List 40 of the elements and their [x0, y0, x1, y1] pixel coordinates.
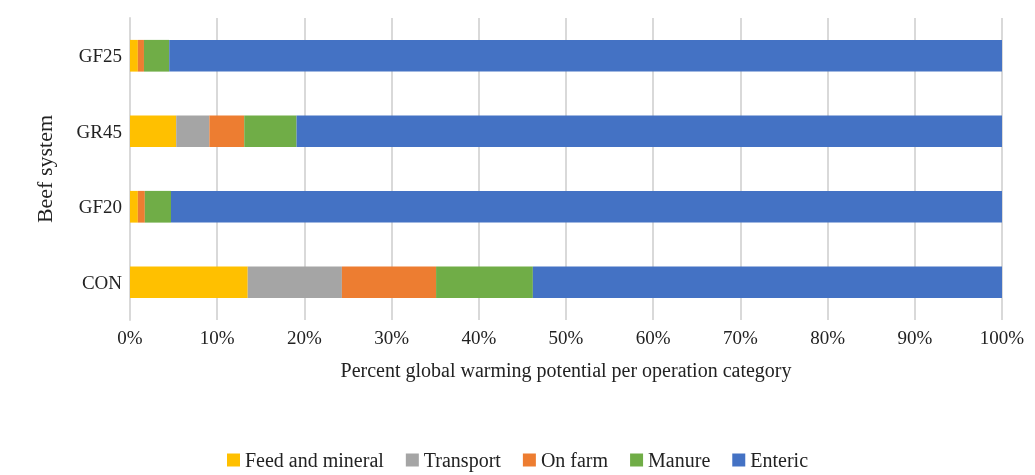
- bar: [143, 39, 170, 72]
- bar: [130, 115, 177, 148]
- bar: [130, 190, 138, 223]
- bar: [130, 39, 138, 72]
- bar: [532, 266, 1002, 299]
- legend-label: Feed and mineral: [244, 449, 385, 471]
- bar: [137, 39, 144, 72]
- x-tick-label: 60%: [635, 327, 671, 348]
- x-tick-label: 50%: [548, 327, 584, 348]
- bar: [130, 266, 248, 299]
- bar: [169, 39, 1002, 72]
- x-tick-label: 20%: [286, 327, 322, 348]
- legend-label: Manure: [648, 449, 711, 471]
- x-tick-label: 30%: [374, 327, 410, 348]
- bar: [296, 115, 1002, 148]
- bar: [247, 266, 342, 299]
- y-tick-label: GR45: [76, 120, 122, 142]
- bar: [144, 190, 171, 223]
- legend-label: Transport: [423, 449, 502, 472]
- x-tick-label: 0%: [117, 327, 143, 348]
- bar: [341, 266, 437, 299]
- x-axis-title: Percent global warming potential per operation category: [340, 359, 792, 382]
- x-tick-label: 70%: [722, 327, 758, 348]
- bar: [244, 115, 297, 148]
- y-axis-title: Beef system: [31, 114, 57, 224]
- bar: [170, 190, 1002, 223]
- bar: [209, 115, 245, 148]
- x-tick-label: 100%: [979, 327, 1025, 348]
- y-tick-label: GF20: [78, 196, 122, 218]
- bar: [436, 266, 533, 299]
- legend-label: On farm: [540, 449, 609, 471]
- x-tick-label: 40%: [461, 327, 497, 348]
- y-tick-label: GF25: [78, 45, 122, 67]
- bar: [137, 190, 145, 223]
- x-tick-label: 90%: [897, 327, 933, 348]
- bar: [176, 115, 210, 148]
- legend-label: Enteric: [750, 449, 809, 471]
- y-tick-label: CON: [81, 271, 123, 293]
- x-tick-label: 80%: [810, 327, 846, 348]
- x-tick-label: 10%: [199, 327, 235, 348]
